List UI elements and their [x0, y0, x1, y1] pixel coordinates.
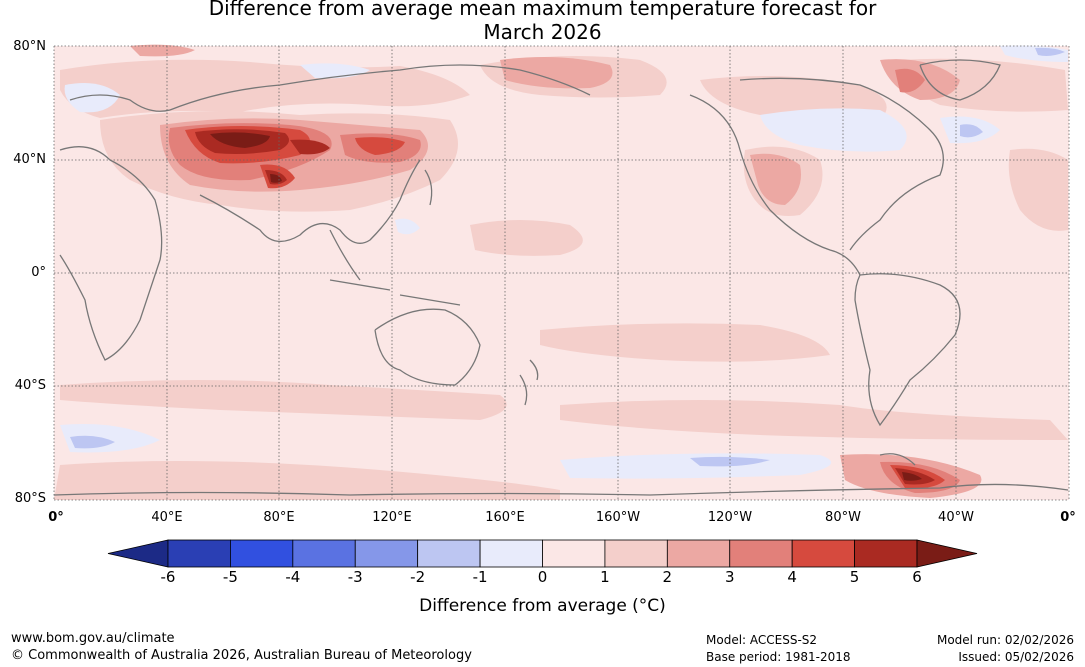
- anomaly-plus-six-patches: [210, 132, 922, 481]
- colorbar-segment: [417, 539, 481, 568]
- lat-label-80n: 80°N: [13, 39, 46, 54]
- colorbar-segment: [666, 539, 731, 568]
- footer-issued: Issued: 05/02/2026: [958, 650, 1074, 664]
- title-line-1: Difference from average mean maximum tem…: [208, 0, 877, 20]
- lat-label-40n: 40°N: [13, 152, 46, 167]
- colorbar-segment: [542, 539, 606, 568]
- colorbar-segment: [604, 539, 668, 568]
- colorbar: [107, 539, 978, 568]
- colorbar-title: Difference from average (°C): [419, 596, 666, 616]
- title-line-2: March 2026: [483, 20, 602, 44]
- colorbar-tick-label: -4: [285, 568, 301, 586]
- colorbar-tick-label: -2: [410, 568, 426, 586]
- coastlines: [53, 59, 1069, 496]
- footer-model-run: Model run: 02/02/2026: [936, 633, 1074, 647]
- colorbar-extend-high: [916, 539, 978, 568]
- footer-model: Model: ACCESS-S2: [706, 633, 818, 647]
- lon-label-80e: 80°E: [263, 510, 295, 525]
- colorbar-tick-label: 4: [787, 568, 797, 586]
- lon-label-120e: 120°E: [372, 510, 412, 525]
- colorbar-segment: [230, 539, 294, 568]
- colorbar-tick-label: 2: [662, 568, 673, 586]
- footer-website[interactable]: www.bom.gov.au/climate: [11, 631, 175, 646]
- colorbar-segment: [729, 539, 793, 568]
- lon-label-40e: 40°E: [151, 510, 183, 525]
- map-title: Difference from average mean maximum tem…: [0, 0, 1085, 44]
- colorbar-tick-label: -5: [222, 568, 238, 586]
- lon-label-120w: 120°W: [707, 510, 753, 525]
- lat-label-0: 0°: [31, 265, 46, 280]
- colorbar-segment: [791, 539, 855, 568]
- colorbar-tick-label: 6: [912, 568, 922, 586]
- graticule: [53, 45, 1070, 501]
- lon-label-40w: 40°W: [938, 510, 974, 525]
- lat-label-80s: 80°S: [14, 491, 46, 506]
- footer-copyright: © Commonwealth of Australia 2026, Austra…: [11, 648, 472, 663]
- colorbar-segment: [292, 539, 356, 568]
- colorbar-tick-label: -3: [347, 568, 363, 586]
- anomaly-minus-two-patches: [70, 47, 1065, 467]
- footer-base-period: Base period: 1981-2018: [706, 650, 851, 664]
- colorbar-segment: [354, 539, 419, 568]
- colorbar-tick-label: 1: [600, 568, 610, 586]
- colorbar-tick-label: -6: [160, 568, 176, 586]
- lat-label-40s: 40°S: [14, 378, 46, 393]
- colorbar-segment: [854, 539, 918, 568]
- colorbar-segment: [167, 539, 231, 568]
- colorbar-tick-label: -1: [472, 568, 488, 586]
- lon-label-0-left: 0°: [48, 510, 64, 525]
- colorbar-tick-label: 3: [724, 568, 735, 586]
- lon-label-0-right: 0°: [1060, 510, 1076, 525]
- lon-label-160e: 160°E: [485, 510, 525, 525]
- lon-label-160w: 160°W: [595, 510, 641, 525]
- colorbar-tick-label: 0: [537, 568, 548, 586]
- colorbar-tick-label: 5: [849, 568, 860, 586]
- colorbar-segment: [479, 539, 543, 568]
- lon-label-80w: 80°W: [825, 510, 861, 525]
- colorbar-extend-low: [107, 539, 169, 568]
